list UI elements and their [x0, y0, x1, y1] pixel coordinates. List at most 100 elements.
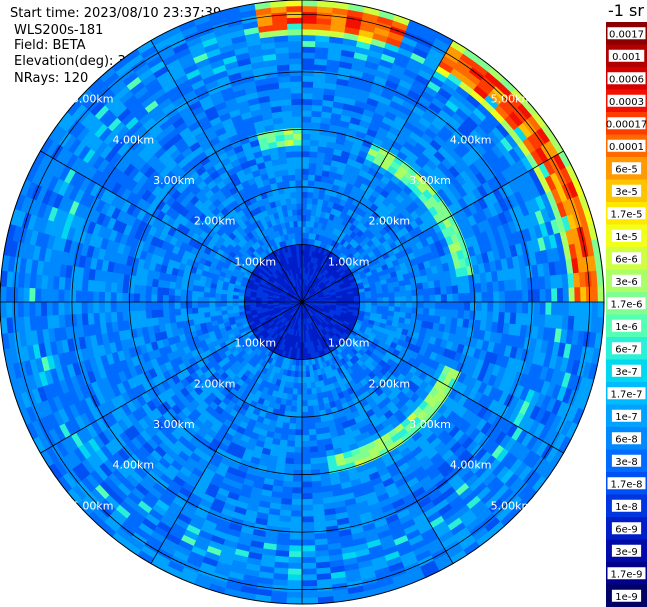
heatmap-cell	[310, 463, 320, 471]
heatmap-cell	[539, 301, 547, 316]
heatmap-cell	[284, 191, 292, 200]
heatmap-cell	[400, 301, 407, 308]
heatmap-cell	[292, 464, 303, 471]
heatmap-cell	[301, 429, 310, 436]
heatmap-cell	[162, 287, 170, 296]
heatmap-cell	[306, 394, 313, 401]
heatmap-cell	[86, 301, 94, 314]
heatmap-cell	[539, 288, 547, 303]
heatmap-cell	[306, 399, 314, 407]
heatmap-cell	[289, 75, 303, 82]
heatmap-cell	[294, 232, 300, 239]
heatmap-cell	[98, 311, 106, 324]
heatmap-cell	[287, 428, 296, 436]
heatmap-cell	[290, 504, 303, 512]
heatmap-cell	[446, 293, 454, 303]
heatmap-cell	[504, 290, 512, 303]
heatmap-cell	[306, 197, 314, 205]
heatmap-cell	[475, 301, 483, 312]
heatmap-cell	[376, 293, 384, 299]
heatmap-cell	[301, 487, 313, 495]
heatmap-cell	[382, 292, 390, 299]
heatmap-cell	[310, 387, 317, 395]
heatmap-cell	[305, 370, 311, 378]
heatmap-cell	[309, 451, 319, 459]
heatmap-cell	[294, 162, 303, 169]
heatmap-cell	[191, 312, 200, 320]
heatmap-cell	[293, 226, 299, 234]
heatmap-cell	[286, 156, 296, 164]
heatmap-cell	[301, 86, 314, 94]
heatmap-cell	[305, 376, 311, 384]
heatmap-cell	[220, 305, 228, 311]
heatmap-cell	[301, 75, 315, 82]
heatmap-cell	[203, 306, 210, 313]
heatmap-cell	[288, 539, 303, 547]
heatmap-cell	[295, 417, 303, 425]
heatmap-cell	[139, 309, 147, 320]
heatmap-cell	[359, 298, 367, 303]
heatmap-cell	[63, 289, 71, 303]
heatmap-cell	[359, 294, 367, 300]
heatmap-cell	[294, 237, 300, 245]
heatmap-cell	[309, 446, 319, 454]
heatmap-cell	[294, 435, 303, 442]
heatmap-cell	[288, 417, 297, 425]
heatmap-cell	[191, 301, 198, 309]
heatmap-cell	[295, 179, 303, 187]
heatmap-cell	[285, 150, 295, 158]
heatmap-cell	[527, 301, 535, 315]
heatmap-cell	[174, 288, 182, 296]
heatmap-cell	[139, 301, 146, 311]
heatmap-cell	[492, 281, 500, 293]
heatmap-cell	[463, 310, 471, 320]
heatmap-cell	[127, 301, 135, 312]
heatmap-cell	[197, 301, 204, 308]
heatmap-cell	[301, 92, 314, 100]
heatmap-cell	[311, 498, 324, 506]
heatmap-cell	[301, 406, 309, 413]
heatmap-cell	[464, 301, 471, 312]
heatmap-cell	[289, 522, 303, 529]
heatmap-cell	[301, 377, 307, 384]
heatmap-cell	[296, 388, 303, 396]
heatmap-cell	[301, 394, 308, 402]
heatmap-cell	[377, 301, 384, 307]
heatmap-cell	[393, 286, 401, 293]
heatmap-cell	[173, 294, 181, 303]
heatmap-cell	[301, 348, 306, 355]
heatmap-cell	[109, 301, 117, 313]
heatmap-cell	[144, 301, 152, 311]
heatmap-cell	[179, 307, 187, 316]
heatmap-cell	[498, 301, 506, 313]
heatmap-cell	[191, 307, 199, 314]
heatmap-cell	[481, 291, 489, 303]
heatmap-cell	[487, 301, 495, 313]
heatmap-cell	[301, 214, 307, 222]
heatmap-cell	[293, 220, 299, 228]
heatmap-cell	[281, 110, 293, 118]
heatmap-cell	[127, 292, 135, 303]
heatmap-cell	[301, 365, 306, 373]
heatmap-cell	[292, 475, 303, 483]
heatmap-cell	[286, 203, 293, 211]
heatmap-cell	[306, 388, 313, 396]
heatmap-cell	[434, 308, 442, 317]
heatmap-cell	[452, 293, 460, 303]
heatmap-cell	[474, 310, 483, 322]
heatmap-cell	[281, 492, 293, 500]
heatmap-cell	[301, 80, 314, 88]
heatmap-cell	[283, 127, 294, 135]
heatmap-cell	[301, 197, 308, 204]
heatmap-cell	[290, 516, 303, 524]
heatmap-cell	[291, 208, 298, 216]
heatmap-cell	[493, 301, 500, 313]
heatmap-cell	[295, 191, 303, 198]
heatmap-cell	[179, 295, 187, 303]
heatmap-cell	[297, 220, 303, 227]
heatmap-cell	[423, 294, 431, 303]
heatmap-cell	[104, 281, 112, 293]
heatmap-cell	[156, 294, 164, 303]
heatmap-cell	[293, 150, 303, 158]
heatmap-cell	[446, 309, 454, 319]
